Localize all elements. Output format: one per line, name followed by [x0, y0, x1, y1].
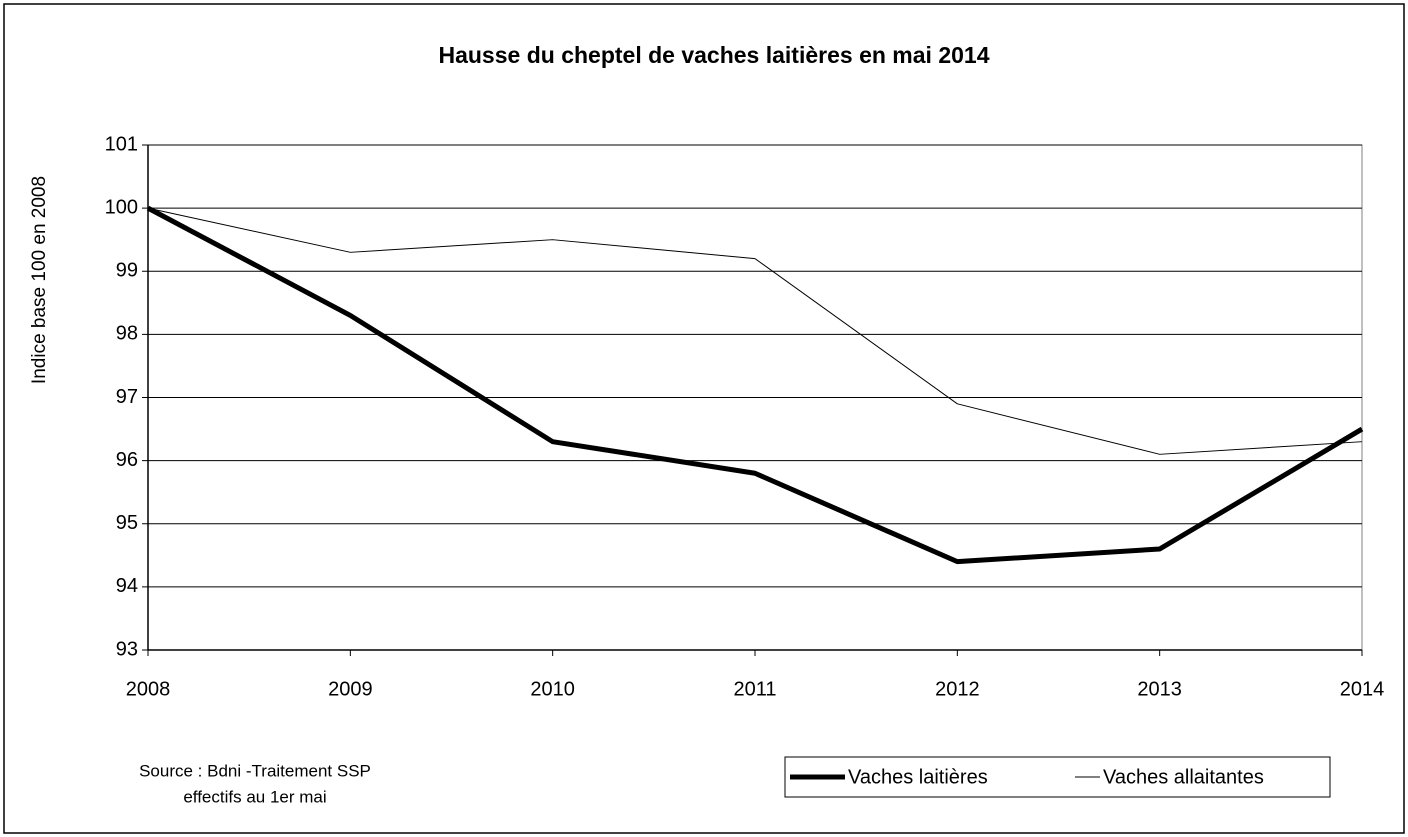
legend-label: Vaches laitières: [848, 766, 988, 788]
y-tick-label: 100: [105, 196, 138, 218]
y-tick-label: 95: [116, 512, 138, 534]
x-tick-label: 2012: [935, 678, 980, 700]
data-line: [146, 205, 1364, 565]
legend-box: [784, 756, 1331, 798]
legend-label: Vaches allaitantes: [1103, 766, 1264, 788]
y-tick-label: 97: [116, 386, 138, 408]
y-tick-label: 101: [105, 133, 138, 155]
x-tick-label: 2011: [733, 678, 776, 700]
y-axis-label: Indice base 100 en 2008: [29, 176, 50, 384]
x-tick-label: 2010: [530, 678, 575, 700]
source-note: effectifs au 1er mai: [183, 787, 326, 806]
x-tick-label: 2013: [1137, 678, 1182, 700]
y-tick-label: 96: [116, 449, 138, 471]
chart-title: Hausse du cheptel de vaches laitières en…: [438, 42, 989, 68]
source-note: Source : Bdni -Traitement SSP: [139, 761, 371, 780]
y-tick-label: 93: [116, 638, 138, 660]
y-tick-label: 94: [116, 575, 138, 597]
y-tick-label: 99: [116, 260, 138, 282]
data-line: [147, 207, 1363, 455]
x-tick-label: 2008: [126, 678, 171, 700]
y-tick-label: 98: [116, 323, 138, 345]
x-tick-label: 2014: [1340, 678, 1385, 700]
x-tick-label: 2009: [328, 678, 373, 700]
